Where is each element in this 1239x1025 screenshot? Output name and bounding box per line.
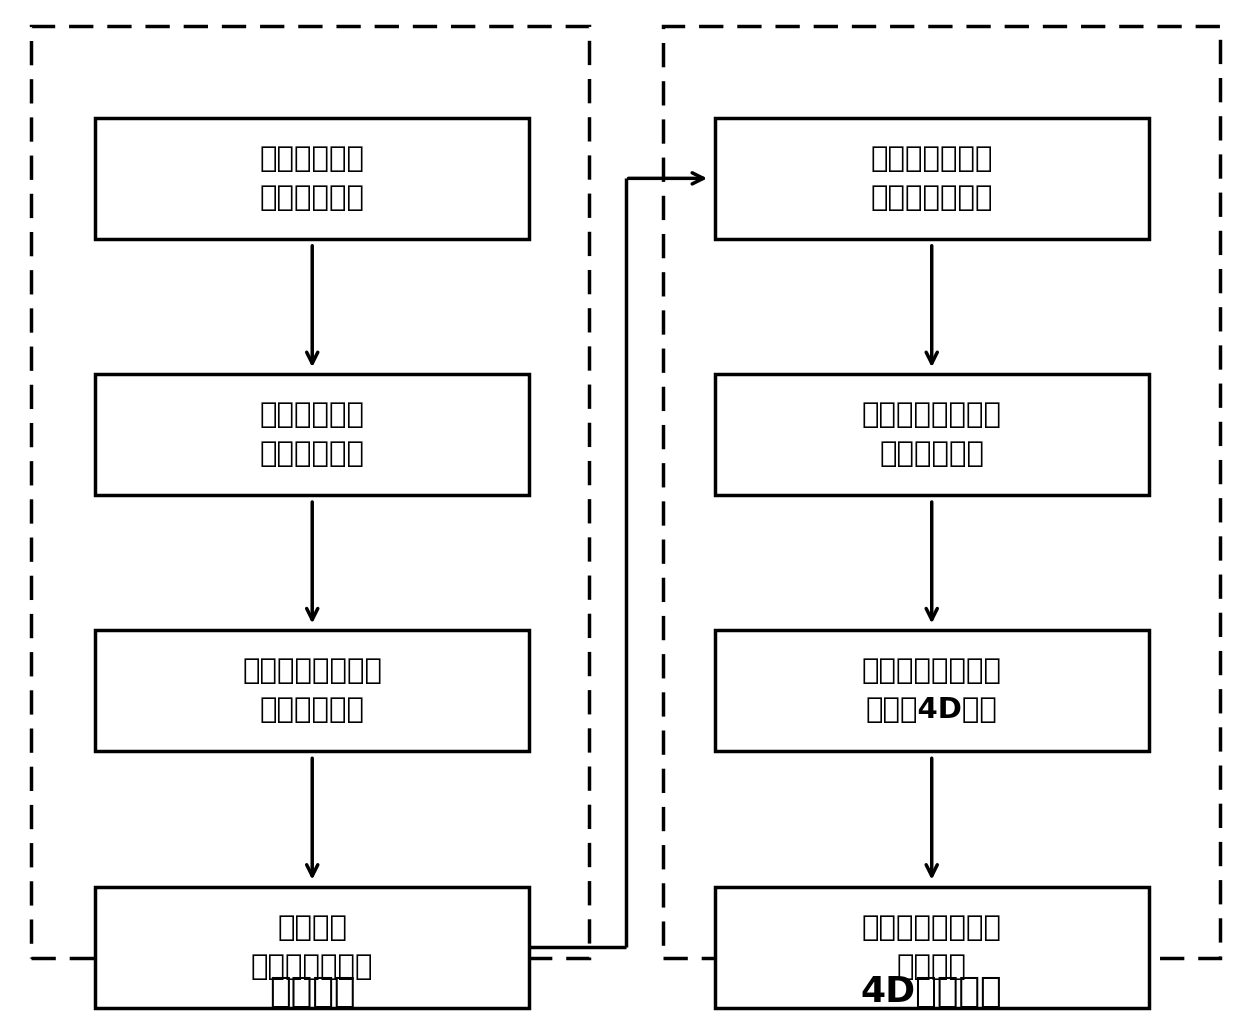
Text: 假肢接受
腔结构模型建立: 假肢接受 腔结构模型建立	[252, 913, 373, 981]
Bar	[95, 630, 529, 751]
Text: 数值建模: 数值建模	[269, 975, 356, 1010]
Bar	[31, 26, 589, 958]
Bar	[663, 26, 1220, 958]
Bar	[715, 630, 1149, 751]
Text: 假肢接受腔优化
智能材料预排布: 假肢接受腔优化 智能材料预排布	[871, 145, 992, 212]
Text: 4D打印成型: 4D打印成型	[861, 975, 1002, 1010]
Text: 患者残肢三维
形貌特征提取: 患者残肢三维 形貌特征提取	[260, 145, 364, 212]
Bar	[95, 374, 529, 495]
Bar	[95, 118, 529, 239]
Text: 患者残肢肌骨生物
力学模型建立: 患者残肢肌骨生物 力学模型建立	[243, 657, 382, 725]
Text: 假肢接受腔性能测
试与装配: 假肢接受腔性能测 试与装配	[862, 913, 1001, 981]
Bar	[715, 118, 1149, 239]
Bar	[95, 887, 529, 1008]
Text: 患者残肢肌骨
刚度特性获取: 患者残肢肌骨 刚度特性获取	[260, 401, 364, 468]
Text: 假肢接受腔内腔形
变调控4D成型: 假肢接受腔内腔形 变调控4D成型	[862, 657, 1001, 725]
Text: 假肢接受腔内外腔
逐层熔融打印: 假肢接受腔内外腔 逐层熔融打印	[862, 401, 1001, 468]
Bar	[715, 374, 1149, 495]
Bar	[715, 887, 1149, 1008]
